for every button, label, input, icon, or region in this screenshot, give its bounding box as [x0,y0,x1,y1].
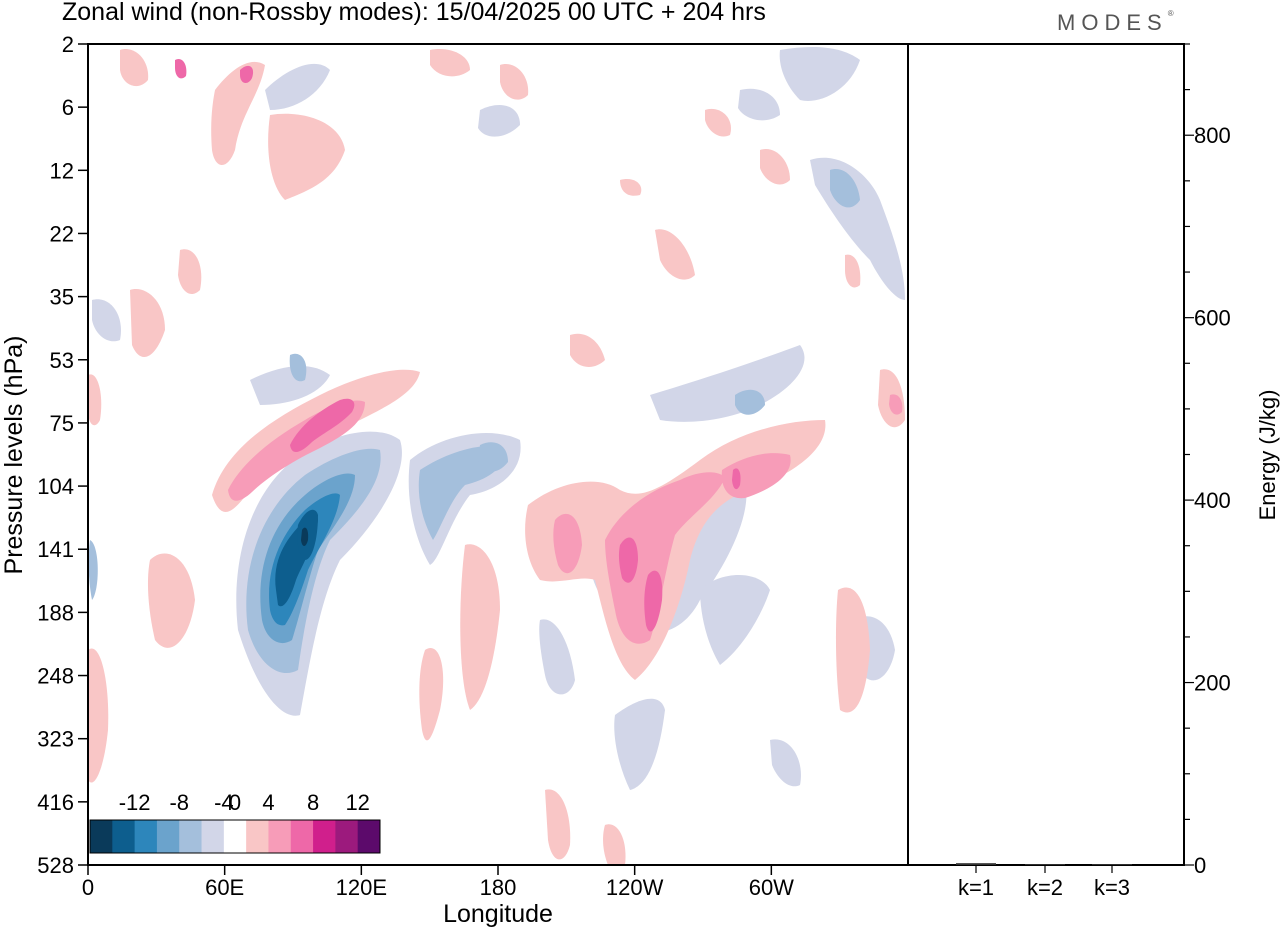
logo-registered-mark: ® [1167,8,1174,18]
y-tick-label: 248 [37,664,74,689]
energy-tick-label: 800 [1194,123,1231,148]
energy-tick-label: 200 [1194,671,1231,696]
colorbar-tick-label: -8 [169,790,189,815]
positive-contours-strong [175,58,741,632]
x-tick-label: 120E [336,875,387,900]
colorbar-swatch [134,820,158,853]
colorbar-swatch [357,820,381,853]
colorbar-swatch [201,820,225,853]
y-tick-label: 323 [37,727,74,752]
x-tick-label: 60E [205,875,244,900]
colorbar: -12 -8 -40 4 8 12 [89,790,381,854]
colorbar-swatch [156,820,180,853]
y-axis-label: Pressure levels (hPa) [0,336,28,575]
energy-bar [1025,864,1065,866]
colorbar-tick-label: 4 [262,790,274,815]
y-tick-label: 22 [50,221,74,246]
y-tick-label: 104 [37,474,74,499]
energy-bar [1092,864,1132,866]
y-tick-label: 2 [62,32,74,57]
colorbar-swatch [246,820,269,853]
colorbar-swatch [268,820,292,853]
x-tick-label: 0 [82,875,94,900]
x-tick-label: 120W [606,875,664,900]
colorbar-swatch [335,820,359,853]
y-tick-label: 75 [50,411,74,436]
negative-contours-strong [260,473,355,644]
energy-category-label: k=1 [958,875,994,900]
modes-logo: MODES® [1057,8,1174,36]
colorbar-tick-label: -12 [119,790,151,815]
energy-axis: 0 200 400 600 800 [1184,43,1231,878]
colorbar-swatch [179,820,203,853]
energy-bars: k=1 k=2 k=3 [956,863,1132,900]
energy-tick-label: 600 [1194,306,1231,331]
y-tick-label: 141 [37,537,74,562]
energy-category-label: k=2 [1027,875,1063,900]
colorbar-tick-label: 8 [307,790,319,815]
heatmap-field [88,47,905,865]
colorbar-tick-label: -4 [214,790,234,815]
colorbar-swatch [90,820,113,853]
x-axis: 0 60E 120E 180 120W 60W [82,865,794,900]
colorbar-tick-label: 12 [345,790,369,815]
energy-axis-label: Energy (J/kg) [1255,390,1280,521]
colorbar-frame [89,819,381,854]
y-tick-label: 53 [50,348,74,373]
colorbar-tick-label: 0 [229,790,241,815]
y-axis: 2 6 12 22 35 53 75 104 141 188 248 323 416 528 [37,32,88,878]
y-tick-label: 12 [50,158,74,183]
colorbar-swatch [313,820,336,853]
y-tick-label: 528 [37,853,74,878]
energy-bar [956,863,996,865]
colorbar-swatch [112,820,136,853]
energy-panel-frame [907,43,1185,866]
y-tick-label: 416 [37,790,74,815]
x-axis-label: Longitude [443,900,553,928]
energy-tick-label: 400 [1194,488,1231,513]
modes-logo-text: MODES [1057,10,1168,35]
colorbar-swatch [290,820,314,853]
y-tick-label: 188 [37,600,74,625]
y-tick-label: 35 [50,285,74,310]
chart-title: Zonal wind (non-Rossby modes): 15/04/202… [62,0,766,26]
energy-tick-label: 0 [1194,853,1206,878]
colorbar-swatch [223,820,247,853]
y-tick-label: 6 [62,95,74,120]
x-tick-label: 60W [749,875,794,900]
energy-category-label: k=3 [1094,875,1130,900]
x-tick-label: 180 [480,875,517,900]
